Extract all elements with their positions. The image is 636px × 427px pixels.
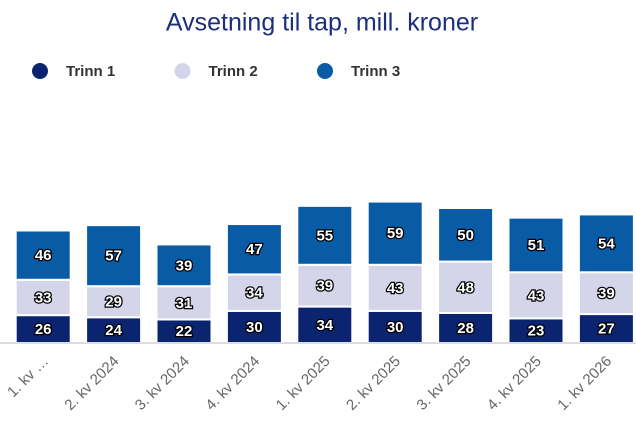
data-label: 47 (246, 241, 263, 258)
bar-segment (366, 200, 424, 266)
data-label: 26 (35, 321, 52, 338)
x-tick-label: 1. kv 2025 (273, 353, 334, 414)
x-tick-label: 1. kv … (4, 353, 52, 401)
data-label: 24 (105, 322, 122, 339)
bar-segment (155, 243, 213, 288)
data-label: 30 (387, 319, 404, 336)
bar-segment (14, 229, 72, 281)
x-tick-label: 4. kv 2024 (202, 353, 263, 414)
legend-marker (317, 63, 333, 79)
bar-segment (296, 305, 354, 345)
data-label: 57 (105, 248, 122, 265)
bar-segment (296, 204, 354, 266)
data-label: 48 (457, 279, 474, 296)
data-label: 29 (105, 294, 122, 311)
x-tick-label: 1. kv 2026 (554, 353, 615, 414)
bar-segment (507, 216, 565, 274)
data-label: 43 (387, 280, 404, 297)
data-label: 55 (316, 227, 333, 244)
data-label: 31 (176, 295, 193, 312)
x-tick-label: 2. kv 2025 (343, 353, 404, 414)
legend-marker (174, 63, 191, 79)
bar-segment (437, 312, 495, 344)
x-tick-label: 4. kv 2025 (484, 353, 545, 414)
data-label: 30 (246, 319, 263, 336)
data-label: 33 (35, 289, 52, 306)
legend-marker (32, 63, 48, 79)
bar-segment (155, 285, 213, 321)
data-label: 54 (598, 235, 615, 252)
data-label: 22 (176, 323, 193, 340)
data-label: 39 (598, 285, 615, 302)
data-label: 23 (528, 323, 545, 340)
legend-label: Trinn 3 (351, 63, 400, 80)
bar-segment (296, 263, 354, 308)
data-label: 50 (457, 227, 474, 244)
data-label: 34 (246, 285, 263, 302)
data-label: 43 (528, 287, 545, 304)
bar-segment (577, 213, 635, 274)
bar-segment (507, 271, 565, 320)
data-label: 27 (598, 321, 615, 338)
bar-segment (437, 260, 495, 315)
bar-segment (366, 309, 424, 345)
bar-segment (225, 309, 283, 345)
x-tick-label: 3. kv 2024 (132, 353, 193, 414)
data-label: 28 (457, 320, 474, 337)
bar-segment (366, 263, 424, 312)
data-label: 39 (176, 257, 193, 274)
legend-label: Trinn 1 (66, 63, 115, 80)
legend-label: Trinn 2 (209, 63, 258, 80)
data-label: 46 (35, 247, 52, 264)
bar-segment (437, 207, 495, 263)
x-tick-label: 3. kv 2025 (413, 353, 474, 414)
x-tick-label: 2. kv 2024 (61, 353, 122, 414)
bar-segment (14, 278, 72, 317)
bar-segment (225, 223, 283, 276)
chart-title: Avsetning til tap, mill. kroner (166, 9, 478, 37)
data-label: 59 (387, 225, 404, 242)
bar-segment (85, 316, 143, 344)
data-label: 34 (316, 317, 333, 334)
data-label: 39 (316, 278, 333, 295)
data-label: 51 (528, 237, 545, 254)
bar-segment (85, 224, 143, 288)
